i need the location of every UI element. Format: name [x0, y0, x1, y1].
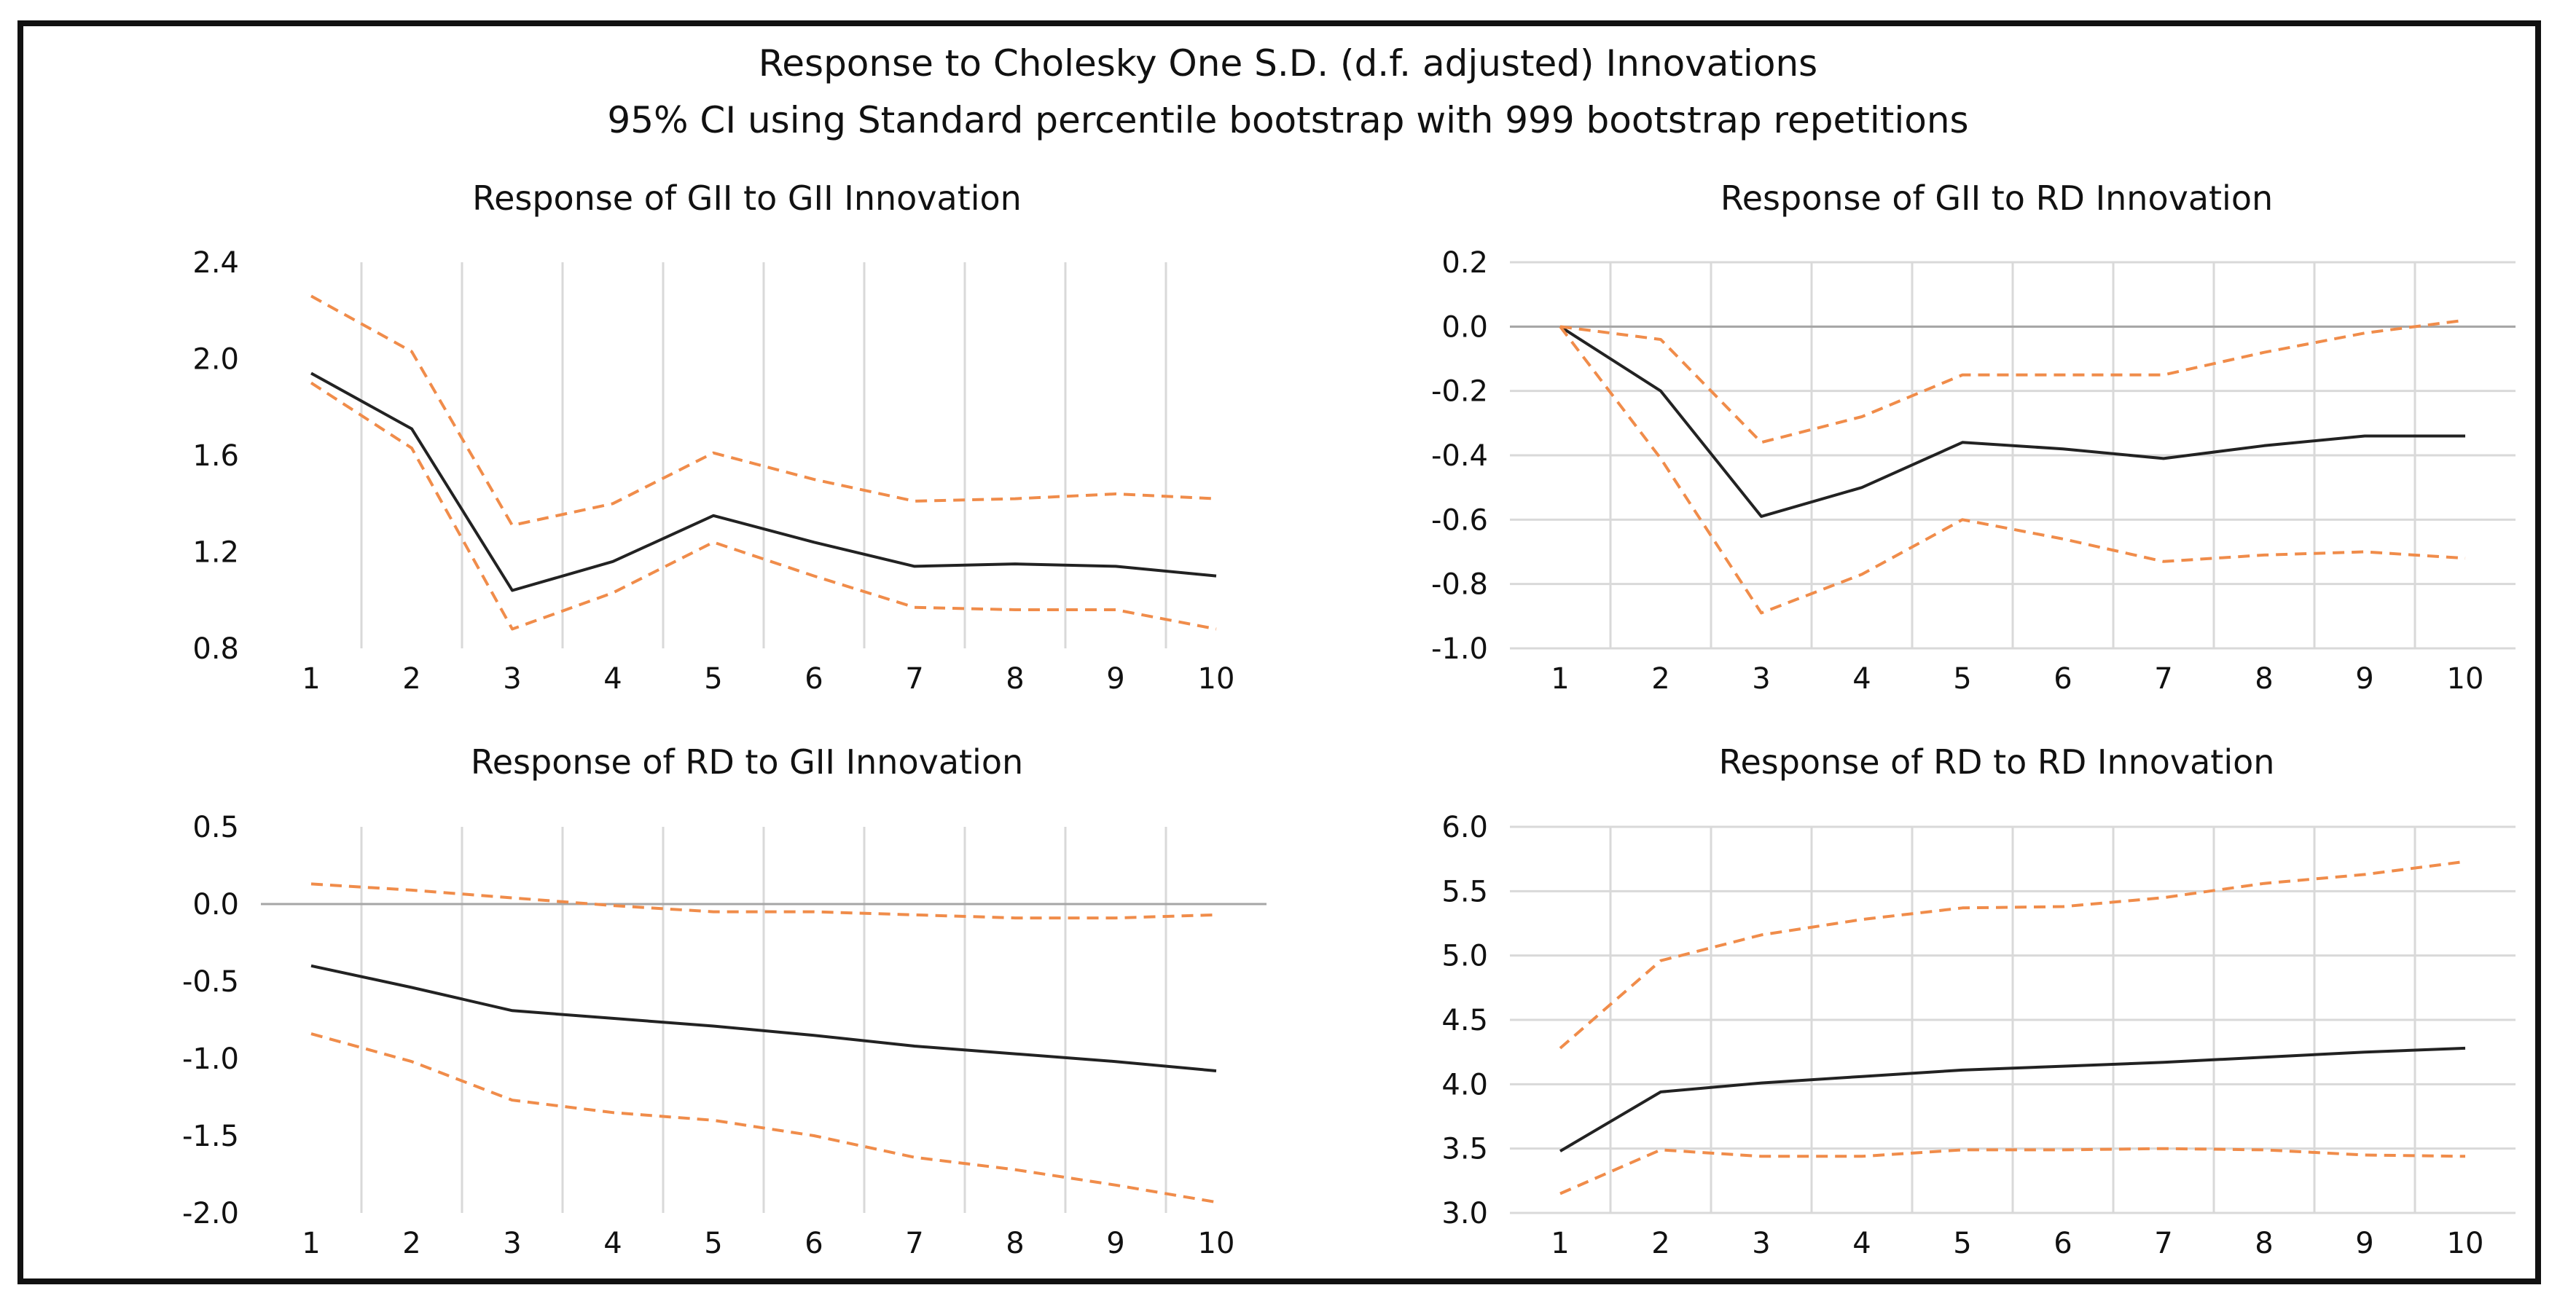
x-tick-label: 1	[302, 1227, 320, 1260]
figure-title: Response to Cholesky One S.D. (d.f. adju…	[758, 42, 1818, 85]
ci-lower-line	[1559, 326, 2466, 615]
x-tick-label: 7	[905, 662, 923, 696]
y-tick-label: -0.5	[182, 965, 239, 999]
x-tick-label: 5	[1953, 1227, 1971, 1260]
y-tick-label: 3.0	[1441, 1197, 1488, 1230]
y-tick-label: 0.0	[192, 888, 239, 922]
figure-subtitle: 95% CI using Standard percentile bootstr…	[607, 99, 1969, 141]
response-line	[1559, 325, 2465, 518]
panel-title: Response of RD to GII Innovation	[471, 742, 1023, 782]
x-tick-label: 10	[1198, 662, 1235, 696]
panel-1: Response of GII to GII Innovation 2.4 2.0 1…	[192, 178, 1234, 696]
panel-2: Response of GII to RD Innovation 0.2 0.0 -0…	[1431, 178, 2516, 696]
ci-lower-line	[310, 1032, 1217, 1204]
x-tick-label: 8	[2255, 1227, 2273, 1260]
y-tick-label: 1.2	[192, 536, 239, 570]
y-tick-label: -1.0	[182, 1042, 239, 1076]
y-tick-label: 6.0	[1441, 811, 1488, 844]
response-line	[1559, 1046, 2466, 1152]
y-tick-label: 3.5	[1441, 1133, 1488, 1166]
panel-4: Response of RD to RD Innovation 6.0 5.5 5.0…	[1441, 742, 2516, 1260]
x-tick-label: 9	[1106, 662, 1124, 696]
y-tick-label: -0.8	[1431, 568, 1488, 602]
ci-upper-line	[310, 294, 1217, 527]
figure-frame	[17, 20, 2541, 1284]
x-tick-label: 6	[2054, 662, 2072, 696]
y-tick-label: -0.2	[1431, 375, 1488, 409]
x-tick-label: 3	[1752, 662, 1770, 696]
y-tick-label: 0.8	[192, 632, 239, 666]
x-tick-label: 6	[804, 1227, 823, 1260]
x-tick-label: 1	[1551, 1227, 1569, 1260]
x-tick-label: 10	[2447, 662, 2484, 696]
ci-upper-line	[1559, 318, 2466, 444]
x-tick-label: 10	[1198, 1227, 1235, 1260]
x-tick-label: 4	[603, 1227, 622, 1260]
y-tick-label: 5.5	[1441, 875, 1488, 908]
x-tick-label: 4	[603, 662, 622, 696]
x-tick-label: 4	[1852, 662, 1871, 696]
x-tick-label: 8	[1006, 662, 1024, 696]
x-tick-label: 2	[1651, 1227, 1669, 1260]
y-tick-label: -1.5	[182, 1120, 239, 1153]
x-tick-label: 10	[2447, 1227, 2484, 1260]
panel-3: Response of RD to GII Innovation 0.5 0.0 -0…	[182, 742, 1267, 1260]
ci-lower-line	[1559, 1147, 2466, 1195]
x-tick-label: 9	[1106, 1227, 1124, 1260]
x-tick-label: 8	[1006, 1227, 1024, 1260]
x-tick-label: 3	[503, 1227, 521, 1260]
x-tick-label: 3	[503, 662, 521, 696]
y-tick-label: -2.0	[182, 1197, 239, 1230]
y-tick-label: -0.6	[1431, 503, 1488, 537]
x-tick-label: 3	[1752, 1227, 1770, 1260]
panel-title: Response of GII to RD Innovation	[1720, 178, 2273, 218]
y-tick-label: 2.0	[192, 343, 239, 377]
x-tick-label: 9	[2355, 1227, 2373, 1260]
y-tick-label: 0.5	[192, 811, 239, 844]
panel-title: Response of RD to RD Innovation	[1719, 742, 2275, 782]
x-tick-label: 4	[1852, 1227, 1871, 1260]
x-tick-label: 6	[804, 662, 823, 696]
x-tick-label: 5	[1953, 662, 1971, 696]
y-tick-label: 1.6	[192, 439, 239, 473]
y-tick-label: 4.5	[1441, 1004, 1488, 1037]
x-tick-label: 7	[2154, 1227, 2172, 1260]
y-tick-label: 5.0	[1441, 940, 1488, 973]
y-tick-label: -0.4	[1431, 439, 1488, 473]
x-tick-label: 2	[1651, 662, 1669, 696]
x-tick-label: 8	[2255, 662, 2273, 696]
x-tick-label: 5	[704, 662, 722, 696]
x-tick-label: 7	[2154, 662, 2172, 696]
x-tick-label: 9	[2355, 662, 2373, 696]
x-tick-label: 1	[302, 662, 320, 696]
y-tick-label: 0.0	[1441, 310, 1488, 344]
panel-title: Response of GII to GII Innovation	[472, 178, 1022, 218]
y-tick-label: 4.0	[1441, 1068, 1488, 1101]
x-tick-label: 6	[2054, 1227, 2072, 1260]
response-line	[310, 964, 1217, 1072]
response-line	[310, 372, 1217, 592]
y-tick-label: 0.2	[1441, 246, 1488, 280]
y-tick-label: -1.0	[1431, 632, 1488, 666]
y-tick-label: 2.4	[192, 246, 239, 280]
x-tick-label: 1	[1551, 662, 1569, 696]
x-tick-label: 5	[704, 1227, 722, 1260]
x-tick-label: 2	[402, 662, 420, 696]
x-tick-label: 7	[905, 1227, 923, 1260]
x-tick-label: 2	[402, 1227, 420, 1260]
